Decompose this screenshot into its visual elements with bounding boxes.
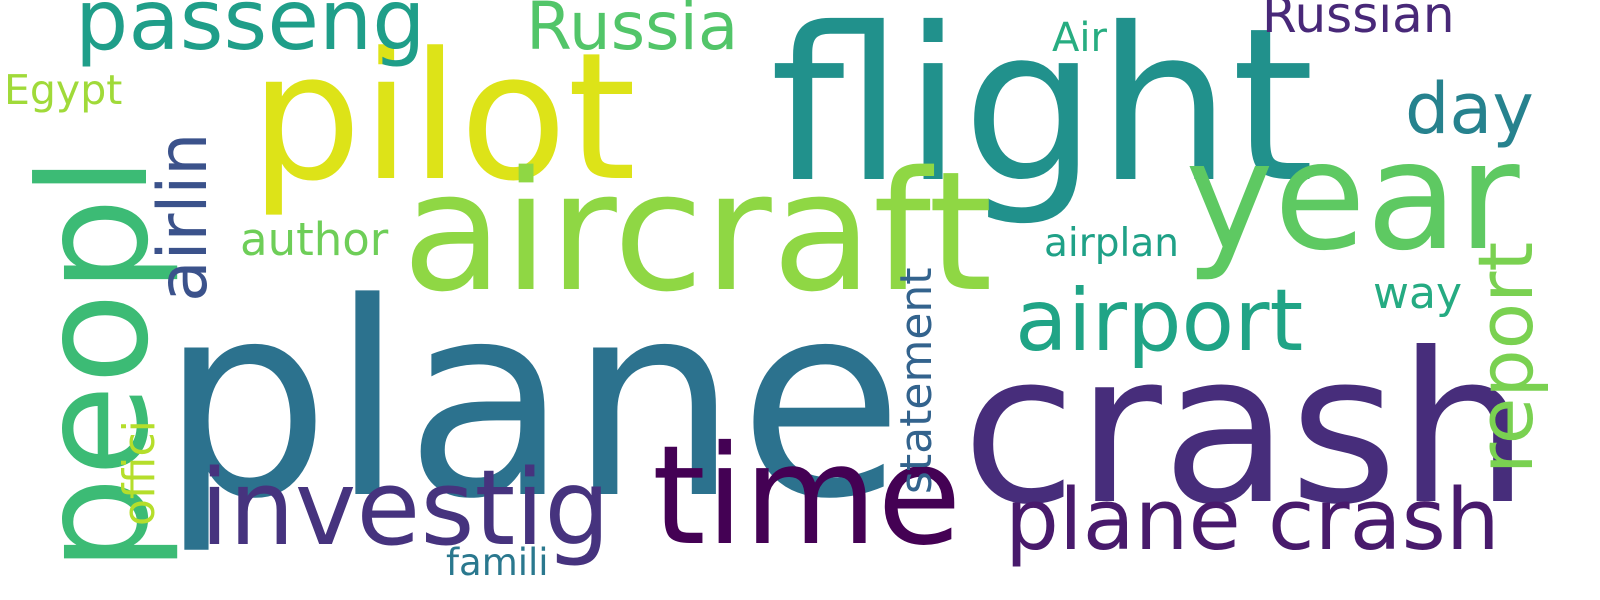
word-year: year	[1185, 110, 1520, 284]
word-investig: investig	[200, 447, 611, 569]
word-famili: famili	[446, 541, 549, 584]
word-airport: airport	[1015, 271, 1304, 371]
word-plane-crash: plane crash	[1005, 471, 1500, 570]
word-time: time	[652, 417, 962, 576]
word-airplan: airplan	[1044, 221, 1179, 266]
word-pilot: pilot	[250, 15, 637, 220]
word-way: way	[1373, 268, 1462, 319]
word-author: author	[240, 213, 389, 266]
word-report: report	[1461, 241, 1550, 474]
word-russian: Russian	[1262, 0, 1455, 44]
word-day: day	[1405, 68, 1534, 150]
word-egypt: Egypt	[4, 66, 123, 114]
word-crash: crash	[962, 309, 1530, 551]
word-air: Air	[1052, 15, 1107, 61]
word-russia: Russia	[526, 0, 739, 65]
word-airlin: airlin	[144, 132, 223, 302]
word-statement: statement	[891, 267, 942, 494]
word-offici: offici	[114, 420, 165, 526]
word-plane: plane	[160, 246, 904, 558]
word-aircraft: aircraft	[402, 136, 993, 328]
word-flight: flight	[770, 0, 1315, 229]
word-passeng: passeng	[75, 0, 426, 69]
